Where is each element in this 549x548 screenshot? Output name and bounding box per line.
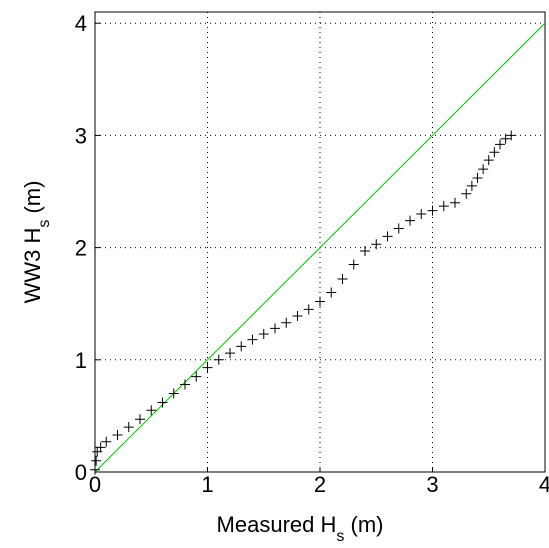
y-axis-label-part: WW3 H xyxy=(20,228,45,304)
marker xyxy=(478,164,489,175)
marker xyxy=(90,464,100,475)
marker xyxy=(405,215,415,226)
marker xyxy=(292,311,303,322)
marker xyxy=(438,201,449,212)
marker xyxy=(213,354,224,365)
marker xyxy=(95,442,106,453)
marker xyxy=(348,259,359,270)
marker xyxy=(168,388,179,399)
y-tick-label: 4 xyxy=(75,11,87,36)
x-axis-label-part: Measured H xyxy=(217,512,337,537)
marker xyxy=(427,205,438,216)
x-tick-label: 0 xyxy=(89,472,101,497)
marker xyxy=(472,173,483,184)
marker xyxy=(123,422,134,433)
marker xyxy=(326,287,337,298)
marker xyxy=(466,180,477,191)
marker xyxy=(506,130,517,141)
marker xyxy=(303,304,314,315)
marker xyxy=(371,239,382,250)
x-tick-label: 2 xyxy=(314,472,326,497)
x-tick-label: 3 xyxy=(426,472,438,497)
marker xyxy=(225,348,235,359)
marker xyxy=(337,274,348,285)
x-axis-label-part: s xyxy=(336,528,344,545)
marker xyxy=(270,323,280,334)
marker xyxy=(112,429,123,440)
y-axis-label-part: (m) xyxy=(20,181,45,220)
marker xyxy=(135,414,145,425)
y-axis-label-part: s xyxy=(36,220,53,228)
marker xyxy=(483,155,494,166)
y-axis-label: WW3 Hs (m) xyxy=(20,181,53,304)
x-axis-label-part: (m) xyxy=(344,512,383,537)
y-tick-label: 1 xyxy=(75,348,87,373)
x-axis-label: Measured Hs (m) xyxy=(217,512,384,545)
marker xyxy=(489,147,500,158)
marker xyxy=(180,379,190,390)
marker xyxy=(450,197,460,208)
y-tick-label: 2 xyxy=(75,236,87,261)
x-tick-label: 4 xyxy=(539,472,549,497)
marker xyxy=(382,231,393,242)
marker xyxy=(202,362,213,373)
marker xyxy=(247,334,258,345)
marker xyxy=(495,139,505,150)
x-tick-label: 1 xyxy=(201,472,213,497)
marker xyxy=(315,296,325,307)
marker xyxy=(281,317,292,328)
marker xyxy=(236,341,247,352)
marker xyxy=(157,397,168,408)
marker xyxy=(416,208,427,219)
y-tick-label: 0 xyxy=(75,460,87,485)
marker xyxy=(393,223,404,234)
marker xyxy=(500,133,511,144)
marker xyxy=(461,188,472,199)
marker xyxy=(258,329,269,339)
reference-line xyxy=(94,22,546,473)
axes-box xyxy=(94,11,546,473)
marker xyxy=(191,371,202,382)
y-tick-label: 3 xyxy=(75,123,87,148)
marker xyxy=(91,455,102,466)
marker xyxy=(101,436,112,447)
marker xyxy=(146,405,157,416)
marker xyxy=(360,245,370,256)
